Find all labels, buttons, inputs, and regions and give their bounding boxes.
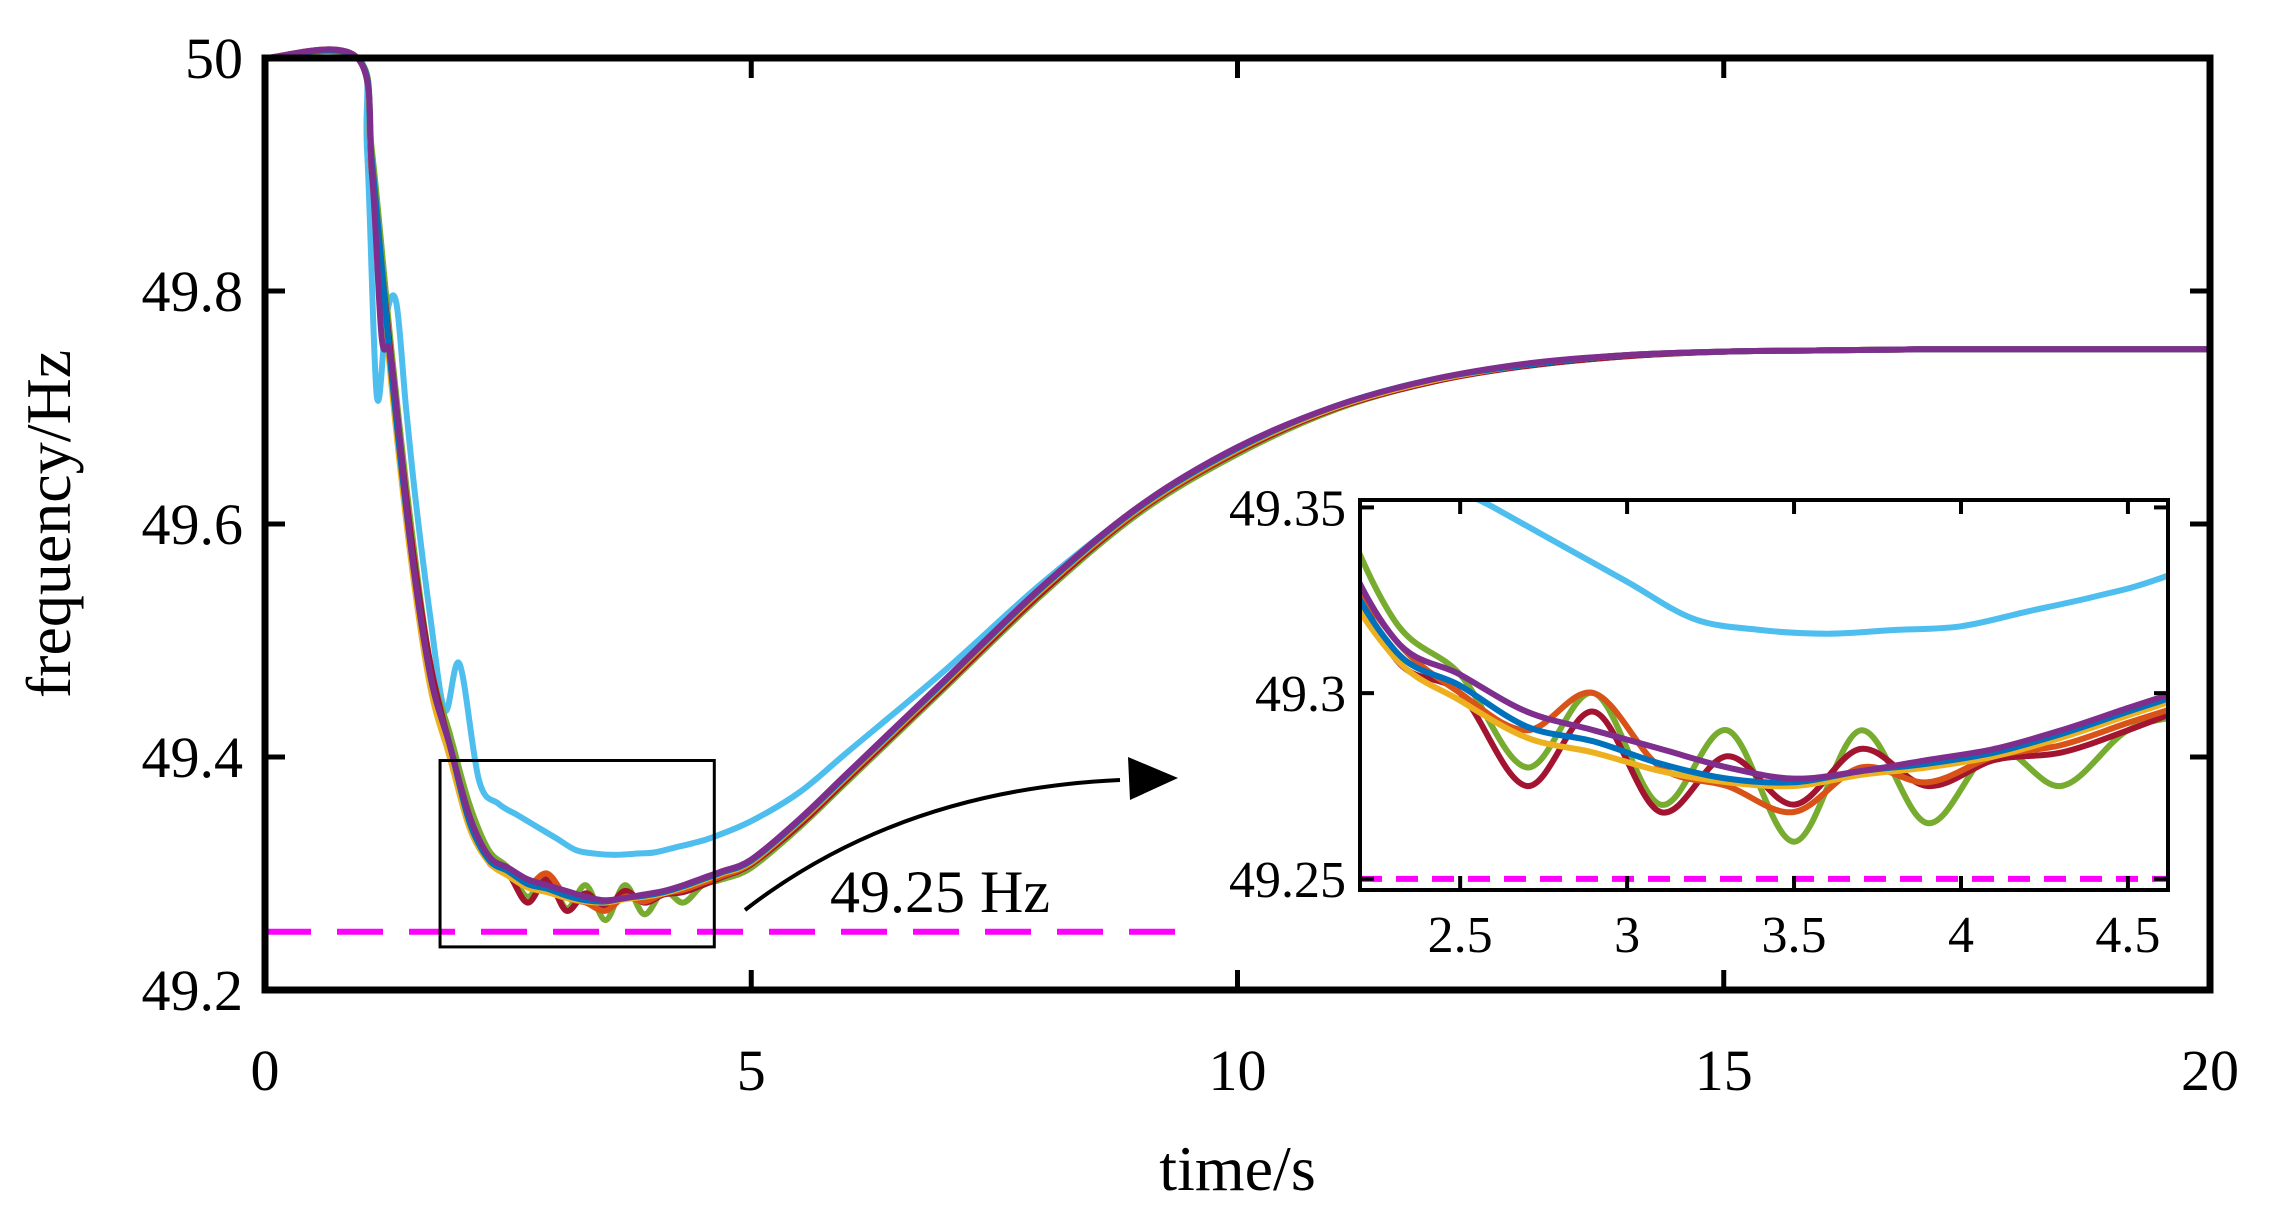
- threshold-annotation: 49.25 Hz: [830, 859, 1050, 925]
- y-tick-label: 50: [185, 26, 243, 91]
- inset-series-line-7: [1360, 577, 2168, 782]
- main-tick-marks: [262, 55, 2213, 993]
- inset-y-tick-label: 49.3: [1255, 666, 1346, 723]
- inset-series-line-5: [1360, 605, 2168, 790]
- x-tick-label: 5: [737, 1038, 766, 1103]
- inset-series-line-3: [1360, 585, 2168, 816]
- inset-y-tick-label: 49.35: [1229, 480, 1346, 537]
- zoom-region-box: [438, 758, 716, 949]
- inset-plot-lines: [1360, 500, 2168, 845]
- y-tick-label: 49.6: [142, 492, 244, 557]
- y-axis-label: frequency/Hz: [13, 350, 84, 698]
- x-tick-label: 10: [1209, 1038, 1267, 1103]
- inset-tick-marks: [1360, 500, 2168, 890]
- inset-x-tick-label: 2.5: [1428, 907, 1493, 964]
- inset-x-tick-label: 4.5: [2095, 907, 2160, 964]
- inset-x-tick-labels: 2.5 3 3.5 4 4.5: [1428, 907, 2161, 964]
- x-tick-labels: 0 5 10 15 20: [251, 1038, 2240, 1103]
- series-line-7: [262, 46, 2213, 904]
- inset-y-tick-labels: 49.25 49.3 49.35: [1229, 480, 1346, 908]
- inset-series-line-1: [1471, 500, 2168, 637]
- inset-series-line-6: [1360, 593, 2168, 786]
- inset-x-tick-label: 3: [1614, 907, 1640, 964]
- y-tick-label: 49.4: [142, 725, 244, 790]
- inset-x-tick-label: 3.5: [1762, 907, 1827, 964]
- x-axis-label: time/s: [1159, 1133, 1315, 1204]
- inset-y-tick-label: 49.25: [1229, 852, 1346, 909]
- x-tick-label: 0: [251, 1038, 280, 1103]
- inset-x-tick-label: 4: [1948, 907, 1974, 964]
- zoom-arrowhead: [1128, 757, 1178, 800]
- x-tick-label: 20: [2181, 1038, 2239, 1103]
- main-plot-lines: [262, 46, 2213, 924]
- y-tick-label: 49.8: [142, 259, 244, 324]
- y-tick-label: 49.2: [142, 958, 244, 1023]
- y-tick-labels: 49.2 49.4 49.6 49.8 50: [142, 26, 244, 1023]
- x-tick-label: 15: [1695, 1038, 1753, 1103]
- zoom-arrow: [743, 778, 1121, 912]
